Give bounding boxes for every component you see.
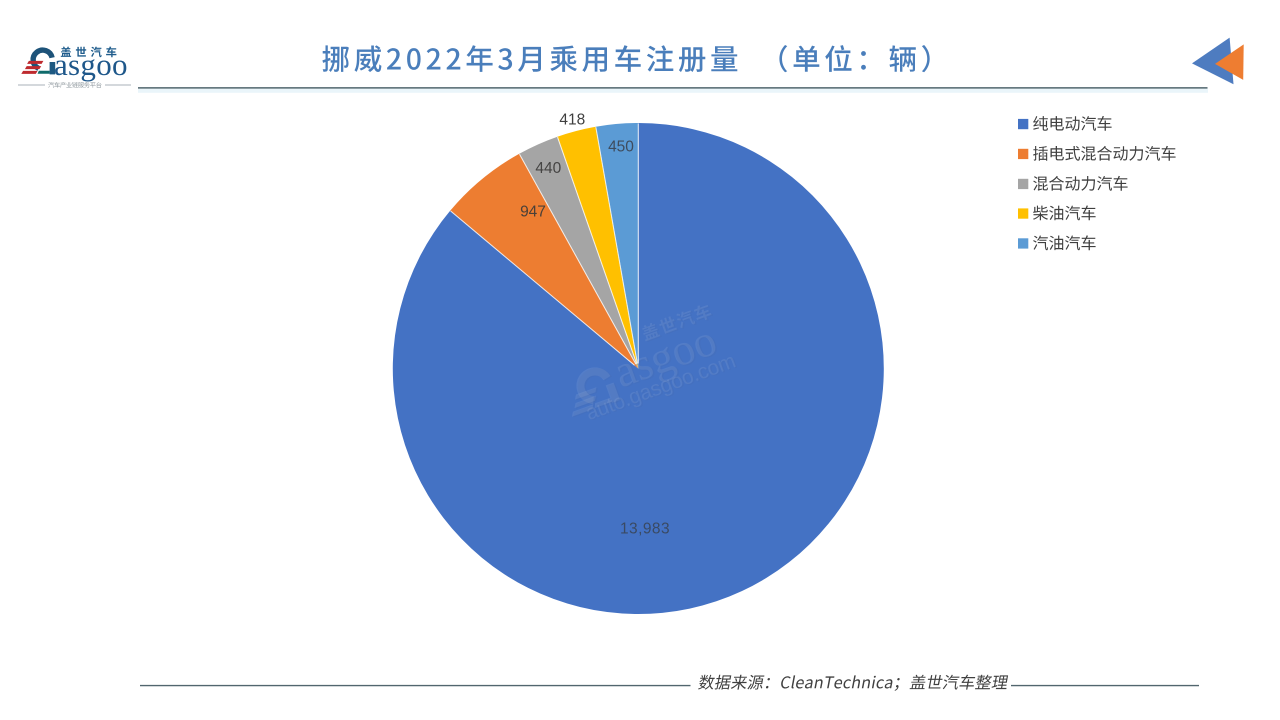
svg-text:asgoo: asgoo (54, 47, 128, 82)
svg-text:13,983: 13,983 (620, 520, 670, 537)
svg-text:450: 450 (608, 138, 634, 155)
svg-text:440: 440 (535, 160, 561, 177)
svg-text:418: 418 (559, 111, 585, 128)
svg-text:947: 947 (520, 204, 546, 221)
